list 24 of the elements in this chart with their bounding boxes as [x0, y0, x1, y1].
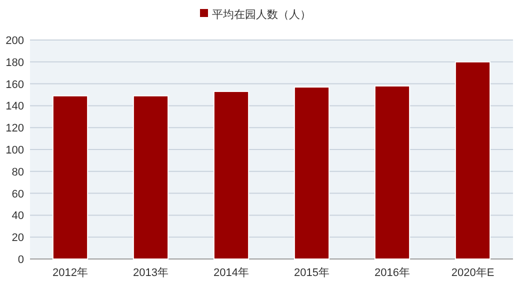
x-tick-label: 2020年E — [451, 267, 494, 279]
bar — [374, 85, 410, 260]
y-tick-label: 100 — [6, 144, 24, 156]
y-tick-label: 120 — [6, 122, 24, 135]
y-tick-label: 60 — [12, 188, 24, 200]
x-tick-label: 2013年 — [133, 267, 168, 279]
bar — [132, 95, 169, 260]
y-tick-label: 180 — [6, 56, 24, 69]
y-tick-label: 140 — [6, 100, 24, 113]
bar — [213, 90, 250, 260]
x-tick-label: 2016年 — [374, 267, 410, 279]
y-tick-label: 20 — [12, 232, 24, 244]
bar — [52, 95, 88, 260]
y-tick-label: 160 — [6, 78, 24, 91]
legend-label: 平均在园人数（人） — [212, 9, 311, 21]
y-tick-label: 200 — [6, 35, 24, 47]
bar — [294, 86, 330, 260]
y-tick-label: 40 — [12, 210, 24, 222]
y-tick-label: 0 — [18, 254, 24, 266]
x-tick-label: 2014年 — [214, 267, 249, 279]
bar — [454, 61, 491, 260]
x-tick-label: 2015年 — [294, 267, 330, 279]
y-tick-label: 80 — [12, 166, 24, 178]
x-tick-label: 2012年 — [52, 267, 88, 279]
